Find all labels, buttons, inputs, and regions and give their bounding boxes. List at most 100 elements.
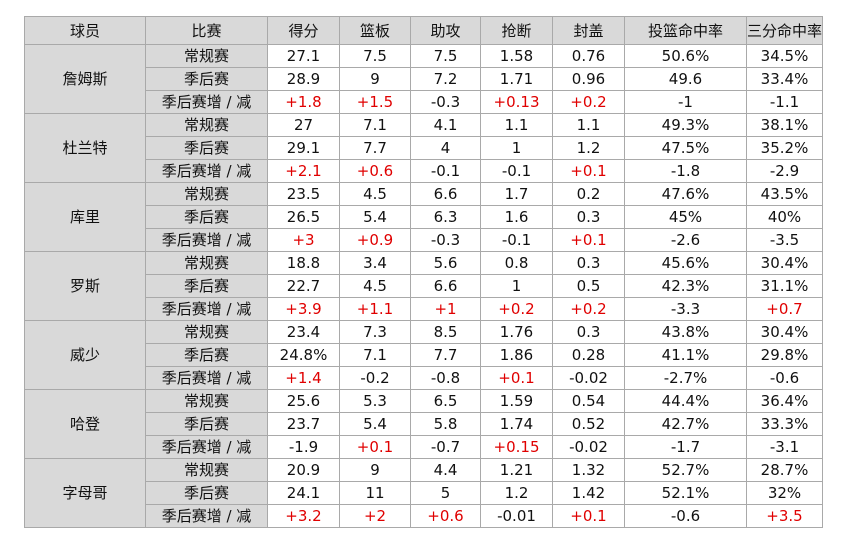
table-row: 季后赛增 / 减 +1.4 -0.2 -0.8 +0.1 -0.02 -2.7% -0.6	[25, 366, 824, 390]
assists-cell: +0.6	[410, 504, 481, 528]
points-cell: +3	[267, 228, 340, 252]
player-name: 哈登	[24, 389, 146, 459]
rebounds-cell: 5.3	[339, 389, 411, 413]
assists-cell: 6.6	[410, 182, 481, 206]
regular-season-row-label: 常规赛	[145, 320, 268, 344]
table-row: 季后赛增 / 减 +3.9 +1.1 +1 +0.2 +0.2 -3.3 +0.7	[25, 297, 824, 321]
points-cell: 23.4	[267, 320, 340, 344]
steals-cell: 1.76	[480, 320, 553, 344]
steals-cell: 0.8	[480, 251, 553, 275]
player-name: 杜兰特	[24, 113, 146, 183]
regular-season-row-label: 常规赛	[145, 251, 268, 275]
table-row: 季后赛 24.1 11 5 1.2 1.42 52.1% 32%	[25, 481, 824, 505]
steals-cell: -0.1	[480, 228, 553, 252]
regular-season-row-label: 常规赛	[145, 113, 268, 137]
points-cell: 18.8	[267, 251, 340, 275]
steals-cell: 1.86	[480, 343, 553, 367]
3p-pct-cell: 33.3%	[745, 412, 824, 436]
fg-pct-cell: 49.6	[624, 67, 747, 91]
3p-pct-cell: -0.6	[745, 366, 824, 390]
blocks-cell: 0.76	[552, 44, 625, 68]
points-cell: 20.9	[267, 458, 340, 482]
assists-cell: 5.6	[410, 251, 481, 275]
steals-cell: 1.58	[480, 44, 553, 68]
table-row: 季后赛 23.7 5.4 5.8 1.74 0.52 42.7% 33.3%	[25, 412, 824, 436]
3p-pct-cell: +3.5	[745, 504, 824, 528]
assists-cell: -0.3	[410, 228, 481, 252]
table-row: 杜兰特 常规赛 27 7.1 4.1 1.1 1.1 49.3% 38.1%	[24, 113, 824, 183]
steals-cell: 1.1	[480, 113, 553, 137]
fg-pct-cell: 42.7%	[624, 412, 747, 436]
header-game: 比赛	[145, 16, 268, 45]
player-name: 威少	[24, 320, 146, 390]
assists-cell: -0.3	[410, 90, 481, 114]
points-cell: 27.1	[267, 44, 340, 68]
playoffs-row-label: 季后赛	[145, 343, 268, 367]
steals-cell: 1.7	[480, 182, 553, 206]
diff-row-label: 季后赛增 / 减	[145, 366, 268, 390]
playoffs-row-label: 季后赛	[145, 412, 268, 436]
fg-pct-cell: 49.3%	[624, 113, 747, 137]
steals-cell: +0.1	[480, 366, 553, 390]
regular-season-row-label: 常规赛	[145, 458, 268, 482]
points-cell: 28.9	[267, 67, 340, 91]
steals-cell: 1	[480, 136, 553, 160]
table-row: 季后赛 26.5 5.4 6.3 1.6 0.3 45% 40%	[25, 205, 824, 229]
points-cell: 27	[267, 113, 340, 137]
points-cell: +2.1	[267, 159, 340, 183]
diff-row-label: 季后赛增 / 减	[145, 297, 268, 321]
table-row: 库里 常规赛 23.5 4.5 6.6 1.7 0.2 47.6% 43.5%	[24, 182, 824, 252]
playoffs-row-label: 季后赛	[145, 136, 268, 160]
rebounds-cell: +0.9	[339, 228, 411, 252]
points-cell: 25.6	[267, 389, 340, 413]
steals-cell: +0.2	[480, 297, 553, 321]
regular-season-row-label: 常规赛	[145, 389, 268, 413]
rebounds-cell: 7.1	[339, 343, 411, 367]
header-rebounds: 篮板	[339, 16, 411, 45]
points-cell: +1.4	[267, 366, 340, 390]
assists-cell: 4.4	[410, 458, 481, 482]
points-cell: 23.7	[267, 412, 340, 436]
fg-pct-cell: -1.8	[624, 159, 747, 183]
playoffs-row-label: 季后赛	[145, 481, 268, 505]
rebounds-cell: 7.1	[339, 113, 411, 137]
playoffs-row-label: 季后赛	[145, 67, 268, 91]
header-points: 得分	[267, 16, 340, 45]
steals-cell: 1.59	[480, 389, 553, 413]
diff-row-label: 季后赛增 / 减	[145, 90, 268, 114]
assists-cell: 4.1	[410, 113, 481, 137]
3p-pct-cell: 31.1%	[745, 274, 824, 298]
points-cell: +3.9	[267, 297, 340, 321]
rebounds-cell: 3.4	[339, 251, 411, 275]
assists-cell: 4	[410, 136, 481, 160]
steals-cell: +0.15	[480, 435, 553, 459]
steals-cell: 1.2	[480, 481, 553, 505]
rebounds-cell: +1.1	[339, 297, 411, 321]
rebounds-cell: 4.5	[339, 182, 411, 206]
fg-pct-cell: -0.6	[624, 504, 747, 528]
rebounds-cell: 4.5	[339, 274, 411, 298]
blocks-cell: 0.28	[552, 343, 625, 367]
fg-pct-cell: 47.5%	[624, 136, 747, 160]
fg-pct-cell: -1.7	[624, 435, 747, 459]
fg-pct-cell: -2.7%	[624, 366, 747, 390]
assists-cell: 7.5	[410, 44, 481, 68]
fg-pct-cell: -3.3	[624, 297, 747, 321]
rebounds-cell: 7.7	[339, 136, 411, 160]
blocks-cell: 1.1	[552, 113, 625, 137]
3p-pct-cell: 30.4%	[745, 251, 824, 275]
assists-cell: +1	[410, 297, 481, 321]
diff-row-label: 季后赛增 / 减	[145, 228, 268, 252]
blocks-cell: +0.2	[552, 90, 625, 114]
points-cell: 29.1	[267, 136, 340, 160]
points-cell: 22.7	[267, 274, 340, 298]
3p-pct-cell: 35.2%	[745, 136, 824, 160]
rebounds-cell: 5.4	[339, 412, 411, 436]
assists-cell: 5	[410, 481, 481, 505]
header-player: 球员	[24, 16, 146, 45]
steals-cell: -0.01	[480, 504, 553, 528]
header-3p-pct: 三分命中率	[745, 16, 824, 45]
diff-row-label: 季后赛增 / 减	[145, 504, 268, 528]
3p-pct-cell: 38.1%	[745, 113, 824, 137]
steals-cell: 1.74	[480, 412, 553, 436]
